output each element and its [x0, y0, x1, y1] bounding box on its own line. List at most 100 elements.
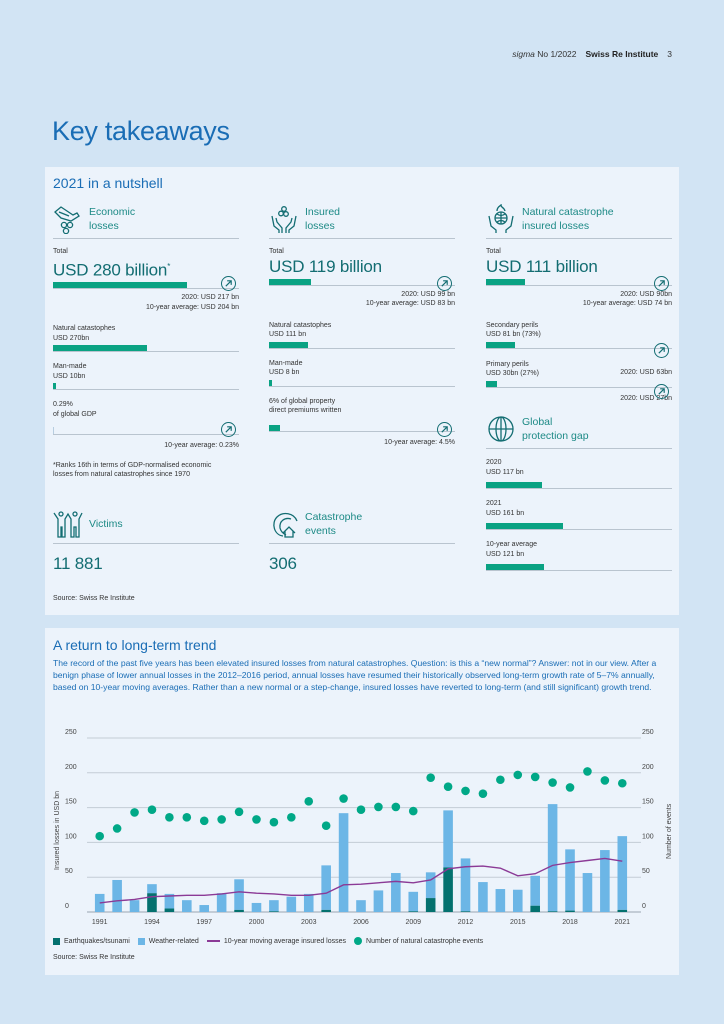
gap-2021-bar — [486, 523, 672, 530]
tile-label: protection gap — [522, 429, 589, 442]
nutshell-panel: 2021 in a nutshell Economic losses Total … — [45, 167, 679, 615]
bar-weather-1994 — [147, 884, 157, 894]
x-tick-label: 2021 — [615, 919, 631, 926]
economic-losses-tile: Economic losses Total USD 280 billion* 20… — [53, 203, 239, 480]
x-tick-label: 2006 — [353, 919, 369, 926]
running-header: sigma No 1/2022 Swiss Re Institute 3 — [512, 49, 672, 59]
arrow-up-right-icon — [658, 388, 665, 395]
premium-line2: direct premiums written — [269, 407, 342, 414]
total-value: USD 280 billion* — [53, 260, 171, 280]
tile-label: Insured — [305, 205, 341, 218]
bar-weather-2012 — [460, 858, 471, 912]
tile-label: Catastrophe — [305, 510, 363, 523]
manmade-label: Man-made — [269, 359, 303, 367]
details-arrow-button[interactable] — [654, 276, 669, 291]
legend-swatch — [137, 937, 145, 945]
compare-2020: 2020: USD 217 bn — [181, 294, 239, 302]
gap-2021-value: USD 161 bn — [486, 509, 525, 517]
bar-weather-2008 — [391, 873, 401, 912]
gap-avg-value: USD 121 bn — [486, 550, 525, 558]
publication-number: sigma No 1/2022 — [512, 49, 577, 59]
details-arrow-button[interactable] — [437, 276, 452, 291]
bar-weather-1998 — [216, 893, 227, 912]
event-dot-2009 — [408, 806, 418, 816]
natcat-insured-tile: Natural catastrophe insured losses Total … — [486, 203, 672, 571]
event-dot-2007 — [374, 802, 383, 812]
arrow-up-right-icon — [225, 280, 232, 287]
gdp-avg: 10-year average: 0.23% — [164, 442, 239, 450]
gdp-bar — [53, 427, 239, 436]
event-dot-2019 — [583, 767, 592, 776]
event-dot-1995 — [165, 813, 174, 822]
event-dot-2013 — [478, 789, 488, 798]
event-dot-2018 — [565, 783, 575, 792]
bar-weather-2016 — [530, 875, 540, 906]
bar-weather-2005 — [338, 813, 349, 912]
gap-2021-year: 2021 — [486, 500, 502, 507]
details-arrow-button[interactable] — [221, 276, 236, 291]
x-tick-label: 2012 — [458, 919, 474, 926]
primary-bar — [486, 380, 672, 388]
y2-axis-label: Number of events — [666, 803, 673, 859]
primary-2020: 2020: USD 27bn — [620, 394, 672, 402]
y2-tick-label: 50 — [642, 868, 650, 875]
x-tick-label: 1991 — [92, 919, 108, 926]
primary-arrow-button[interactable] — [654, 384, 669, 399]
bar-weather-2014 — [495, 889, 506, 912]
total-bar — [53, 282, 239, 290]
legend-events: Number of natural catastrophe events — [354, 937, 483, 945]
victims-value: 11 881 — [53, 554, 103, 573]
bar-weather-2017 — [547, 804, 558, 912]
total-label: Total — [53, 248, 68, 255]
arrow-up-right-icon — [441, 280, 448, 287]
manmade-bar — [53, 383, 239, 391]
moving-average-line — [99, 857, 623, 904]
bar-earthquake-2009 — [408, 911, 419, 912]
manmade-value: USD 8 bn — [269, 369, 300, 376]
legend-swatch — [53, 937, 60, 945]
event-dot-1994 — [147, 805, 157, 814]
events-tile: Catastrophe events 306 — [269, 508, 455, 574]
bar-weather-2003 — [303, 893, 314, 912]
bar-weather-2000 — [251, 902, 262, 912]
event-dot-1998 — [217, 815, 226, 824]
event-dot-2012 — [461, 786, 470, 796]
y-tick-label: 0 — [65, 903, 69, 910]
event-dot-2003 — [304, 797, 314, 806]
primary-label: Primary perils — [486, 360, 529, 368]
tile-label: events — [305, 524, 336, 537]
y2-tick-label: 200 — [642, 764, 654, 771]
gap-2020-value: USD 117 bn — [486, 468, 524, 476]
bar-weather-2015 — [512, 889, 523, 912]
bar-weather-2006 — [356, 900, 366, 912]
bar-weather-1995 — [164, 893, 175, 909]
secondary-arrow-button[interactable] — [654, 343, 669, 358]
bar-weather-2021 — [617, 836, 628, 910]
gap-avg-bar — [486, 564, 672, 571]
x-tick-label: 1997 — [196, 919, 212, 926]
gdp-label: of global GDP — [53, 410, 97, 418]
total-bar — [269, 278, 455, 286]
event-dot-1996 — [182, 813, 192, 822]
gdp-arrow-button[interactable] — [221, 422, 236, 437]
chart-source: Source: Swiss Re Institute — [53, 954, 135, 961]
secondary-label: Secondary perils — [486, 321, 539, 329]
premium-line1: 6% of global property — [269, 397, 336, 405]
event-dot-2020 — [600, 776, 610, 785]
legend-weather: Weather-related — [137, 937, 199, 945]
x-tick-label: 2003 — [301, 919, 317, 926]
compare-avg: 10-year average: USD 74 bn — [582, 300, 672, 307]
bar-weather-2004 — [321, 865, 331, 910]
secondary-2020: 2020: USD 63bn — [620, 369, 672, 376]
wave-house-icon — [273, 512, 298, 538]
natcat-label: Natural catastophes — [53, 325, 116, 333]
natcat-bar — [53, 345, 239, 353]
gdp-value: 0.29% — [53, 401, 73, 409]
total-label: Total — [269, 248, 284, 255]
premium-arrow-button[interactable] — [437, 422, 452, 437]
natcat-label: Natural catastophes — [269, 321, 332, 329]
y2-tick-label: 100 — [642, 833, 654, 840]
protection-gap-head: Global protection gap — [486, 413, 672, 449]
bar-weather-2020 — [600, 850, 610, 912]
event-dot-2014 — [496, 775, 505, 785]
